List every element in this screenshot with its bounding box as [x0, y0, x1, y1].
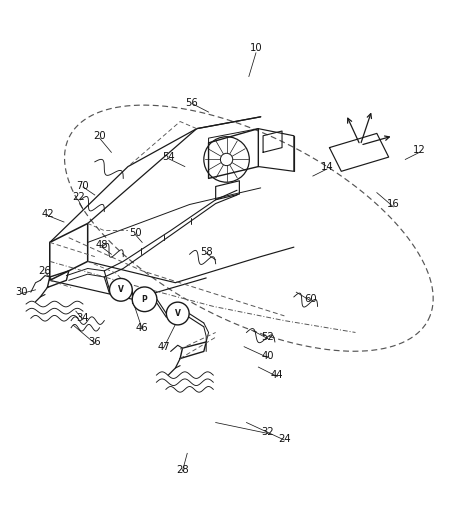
Text: P: P	[142, 295, 147, 304]
Circle shape	[132, 287, 157, 312]
Text: 60: 60	[304, 294, 317, 304]
Text: 20: 20	[93, 131, 106, 141]
Circle shape	[220, 153, 233, 166]
Text: 44: 44	[271, 370, 283, 380]
Text: 58: 58	[200, 247, 212, 257]
Text: 70: 70	[77, 181, 89, 191]
Text: 10: 10	[250, 43, 262, 53]
Text: 26: 26	[39, 266, 51, 276]
Text: 40: 40	[262, 351, 274, 361]
Text: 46: 46	[136, 323, 148, 333]
Text: 28: 28	[176, 465, 189, 475]
Text: 22: 22	[72, 192, 84, 203]
Text: 12: 12	[413, 145, 426, 155]
Text: 34: 34	[77, 313, 89, 323]
Text: 42: 42	[41, 209, 54, 219]
Text: 14: 14	[321, 162, 333, 171]
Text: V: V	[118, 285, 124, 294]
Text: 50: 50	[129, 228, 141, 238]
Text: 56: 56	[186, 97, 198, 108]
Text: 48: 48	[96, 240, 108, 250]
Text: 54: 54	[162, 152, 174, 162]
Text: 24: 24	[278, 434, 291, 444]
Text: 16: 16	[387, 199, 400, 209]
Circle shape	[166, 302, 189, 325]
Text: 32: 32	[262, 427, 274, 437]
Circle shape	[109, 279, 132, 301]
Text: 36: 36	[89, 337, 101, 347]
Text: 30: 30	[15, 287, 27, 297]
Text: V: V	[175, 309, 181, 318]
Text: 47: 47	[157, 342, 170, 352]
Text: 52: 52	[262, 332, 274, 342]
